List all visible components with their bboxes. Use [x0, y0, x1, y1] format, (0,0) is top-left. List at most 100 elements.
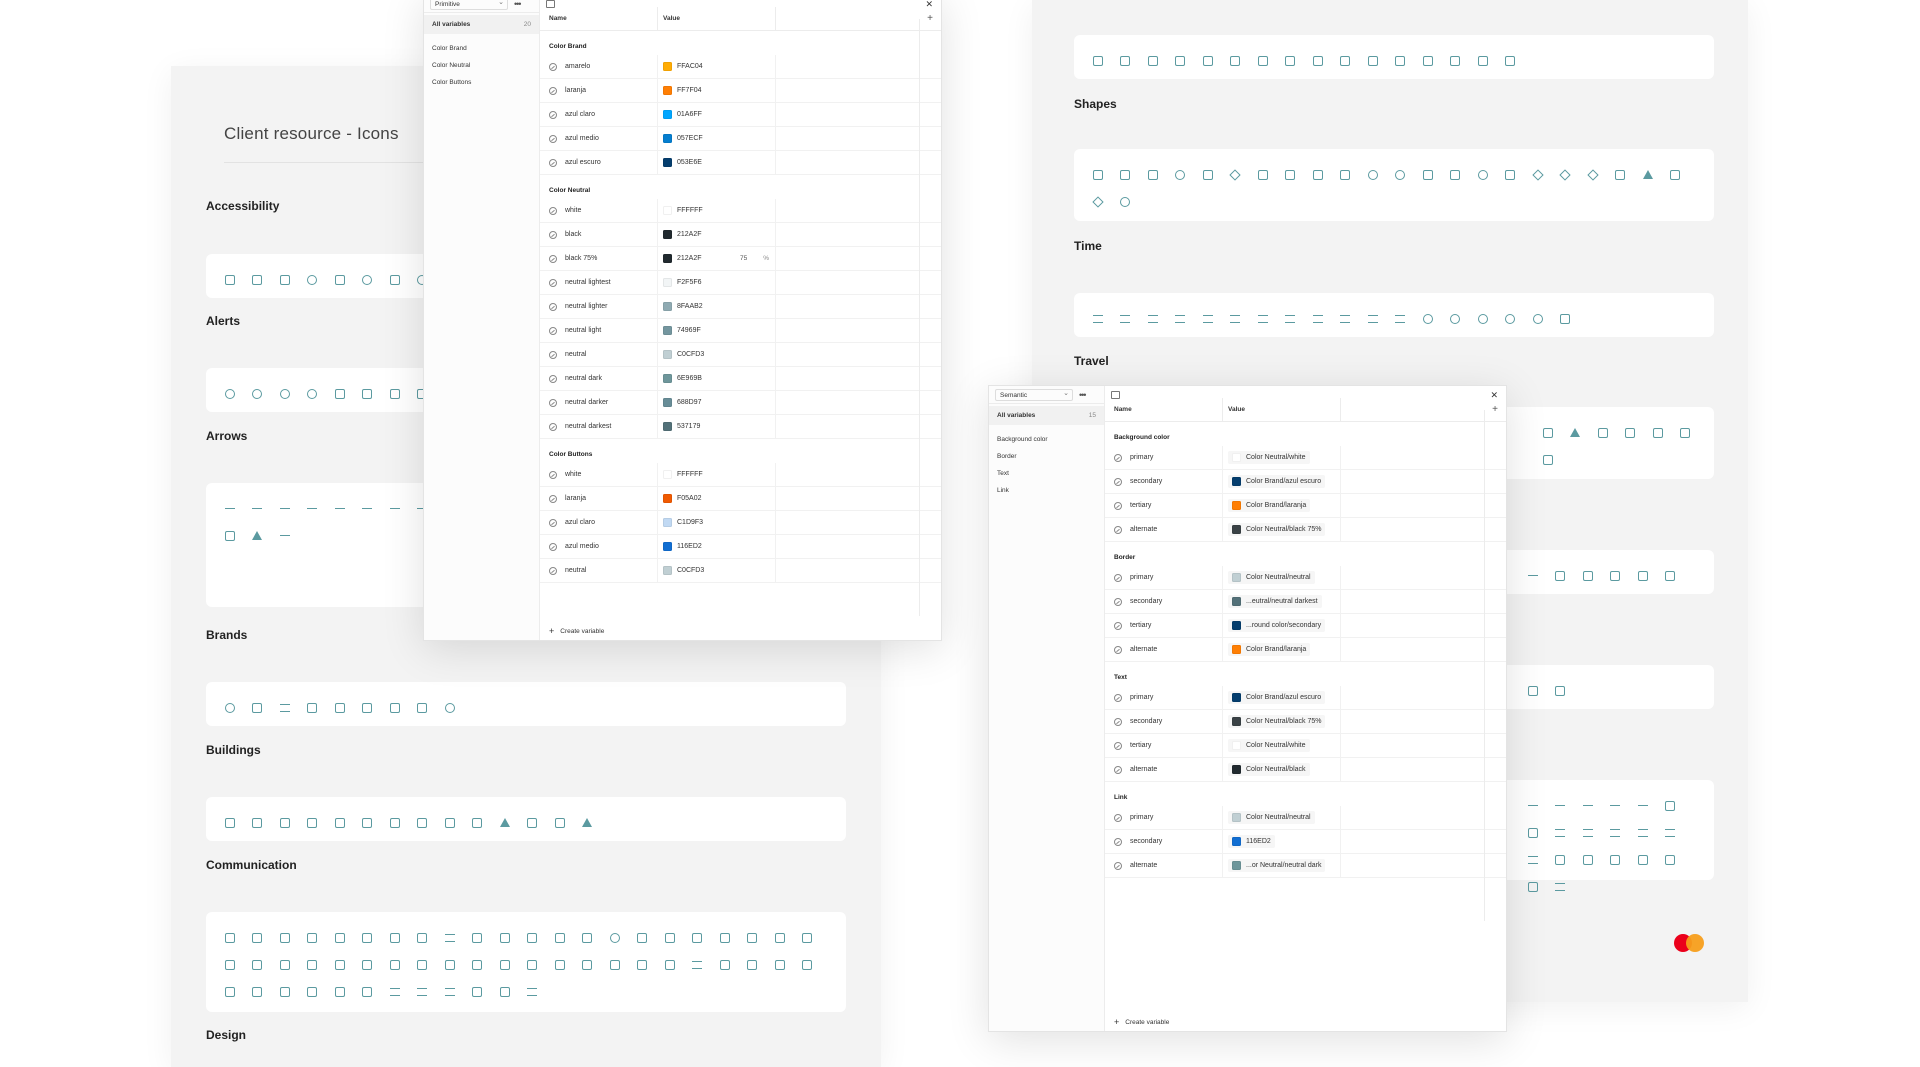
link-off-icon[interactable]	[1547, 846, 1575, 873]
variable-value-cell[interactable]: 116ED2	[1223, 830, 1341, 853]
color-swatch[interactable]	[663, 206, 672, 215]
message-info-icon[interactable]	[601, 924, 629, 951]
calendar-icon[interactable]	[1084, 305, 1112, 332]
circle-icon[interactable]	[1167, 161, 1195, 188]
shield-filled-icon[interactable]	[1359, 47, 1387, 74]
arrow-right-icon[interactable]	[271, 495, 299, 522]
building-icon[interactable]	[409, 809, 437, 836]
color-swatch[interactable]	[1232, 525, 1241, 534]
add-column-icon[interactable]: +	[927, 13, 933, 24]
cylinder-icon[interactable]	[1304, 161, 1332, 188]
sort-asc-icon[interactable]	[1602, 792, 1630, 819]
variable-name-cell[interactable]: primary	[1105, 446, 1223, 469]
lock-icon[interactable]	[1442, 47, 1470, 74]
variable-row[interactable]: primary Color Neutral/white	[1105, 446, 1506, 470]
variable-row[interactable]: alternate Color Brand/laranja	[1105, 638, 1506, 662]
message-add-icon[interactable]	[711, 951, 739, 978]
variable-value-cell[interactable]: 212A2F	[658, 247, 776, 270]
variable-name-cell[interactable]: neutral dark	[540, 367, 658, 390]
bookmark-icon[interactable]	[1602, 819, 1630, 846]
calendar-check-icon[interactable]	[1167, 305, 1195, 332]
color-swatch[interactable]	[1232, 717, 1241, 726]
variable-name-cell[interactable]: neutral lighter	[540, 295, 658, 318]
variable-name-cell[interactable]: azul claro	[540, 511, 658, 534]
close-icon[interactable]: ✕	[1490, 390, 1498, 400]
focus-icon[interactable]	[381, 266, 409, 293]
color-swatch[interactable]	[663, 566, 672, 575]
close-icon[interactable]: ✕	[925, 0, 933, 9]
chat-bubble-icon[interactable]	[629, 951, 657, 978]
message-check-icon[interactable]	[326, 951, 354, 978]
variable-value-cell[interactable]: 688D97	[658, 391, 776, 414]
calendar-check-icon[interactable]	[1139, 305, 1167, 332]
message-icon[interactable]	[519, 951, 547, 978]
create-variable-button[interactable]: + Create variable	[549, 626, 604, 636]
color-swatch[interactable]	[663, 518, 672, 527]
color-swatch[interactable]	[1232, 813, 1241, 822]
message-icon[interactable]	[409, 951, 437, 978]
pin-icon[interactable]	[1547, 562, 1575, 589]
globe-icon[interactable]	[216, 694, 244, 721]
recycle-icon[interactable]	[1519, 677, 1547, 704]
arrow-up-line-icon[interactable]	[354, 495, 382, 522]
variable-row[interactable]: azul medio 057ECF	[540, 127, 941, 151]
pencil-icon[interactable]	[354, 978, 382, 1005]
tag-icon[interactable]	[1657, 792, 1685, 819]
text-icon[interactable]	[1519, 819, 1547, 846]
suitcase-icon[interactable]	[1534, 446, 1562, 473]
variable-name-cell[interactable]: azul claro	[540, 103, 658, 126]
store-icon[interactable]	[519, 809, 547, 836]
variable-row[interactable]: black 75% 212A2F 75%	[540, 247, 941, 271]
color-swatch[interactable]	[1232, 477, 1241, 486]
eye-off-icon[interactable]	[1139, 47, 1167, 74]
grid-icon[interactable]	[1662, 161, 1690, 188]
home-icon[interactable]	[271, 809, 299, 836]
color-swatch[interactable]	[1232, 621, 1241, 630]
message-text-icon[interactable]	[244, 978, 272, 1005]
alarm-clock-icon[interactable]	[216, 380, 244, 407]
color-swatch[interactable]	[1232, 837, 1241, 846]
calendar-icon[interactable]	[1112, 305, 1140, 332]
variable-value-cell[interactable]: C1D9F3	[658, 511, 776, 534]
color-swatch[interactable]	[1232, 573, 1241, 582]
color-swatch[interactable]	[1232, 645, 1241, 654]
variable-name-cell[interactable]: laranja	[540, 79, 658, 102]
route-icon[interactable]	[1519, 562, 1547, 589]
variable-name-cell[interactable]: white	[540, 463, 658, 486]
variable-name-cell[interactable]: tertiary	[1105, 734, 1223, 757]
arrow-collapse-icon[interactable]	[381, 495, 409, 522]
linkedin-icon[interactable]	[354, 694, 382, 721]
chat-bubble-icon[interactable]	[574, 951, 602, 978]
send-icon[interactable]	[1657, 846, 1685, 873]
color-swatch[interactable]	[663, 278, 672, 287]
variable-value-cell[interactable]: Color Neutral/black 75%	[1223, 710, 1341, 733]
variable-value-cell[interactable]: 057ECF	[658, 127, 776, 150]
variable-name-cell[interactable]: primary	[1105, 686, 1223, 709]
color-swatch[interactable]	[1232, 597, 1241, 606]
eye-icon[interactable]	[1084, 47, 1112, 74]
color-swatch[interactable]	[663, 326, 672, 335]
variable-row[interactable]: alternate ...or Neutral/neutral dark	[1105, 854, 1506, 878]
moon-icon[interactable]	[1332, 161, 1360, 188]
link-icon[interactable]	[1602, 846, 1630, 873]
dribbble-icon[interactable]	[436, 694, 464, 721]
variable-value-cell[interactable]: 8FAAB2	[658, 295, 776, 318]
clock-icon[interactable]	[1414, 305, 1442, 332]
water-drop-icon[interactable]	[1547, 677, 1575, 704]
timer-icon[interactable]	[1497, 305, 1525, 332]
message-icon[interactable]	[216, 951, 244, 978]
variable-name-cell[interactable]: laranja	[540, 487, 658, 510]
drop-icon[interactable]	[1414, 161, 1442, 188]
group-item-text[interactable]: Text	[997, 470, 1009, 477]
calendar-icon[interactable]	[1249, 305, 1277, 332]
variable-value-cell[interactable]: F2F5F6	[658, 271, 776, 294]
chat-icon[interactable]	[409, 924, 437, 951]
variable-value-cell[interactable]: Color Neutral/white	[1223, 446, 1341, 469]
target-icon[interactable]	[1469, 161, 1497, 188]
variable-name-cell[interactable]: tertiary	[1105, 494, 1223, 517]
opacity-field[interactable]: 75%	[740, 255, 769, 262]
info-circle-icon[interactable]	[299, 266, 327, 293]
group-item-color-brand[interactable]: Color Brand	[432, 45, 467, 52]
variable-value-cell[interactable]: 74969F	[658, 319, 776, 342]
stack-icon[interactable]	[1574, 819, 1602, 846]
